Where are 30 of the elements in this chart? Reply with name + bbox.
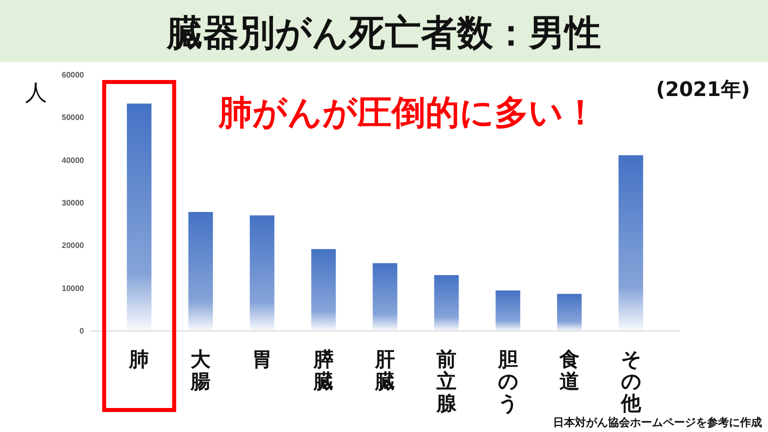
bar (496, 290, 520, 331)
bar (372, 263, 398, 331)
bar (434, 275, 459, 331)
text: 日本対がん協会ホームページを参考に作成 (553, 416, 762, 429)
x-tick-label: 前立腺 (435, 347, 458, 415)
y-tick-label: 50000 (62, 113, 85, 122)
x-tick-label: 食道 (558, 347, 580, 393)
bar (557, 294, 582, 331)
y-tick-label: 0 (80, 326, 85, 336)
annotation: (2021年) (656, 77, 750, 101)
y-tick-label: 40000 (62, 156, 85, 165)
x-tick-label: その他 (620, 347, 642, 415)
x-tick-label: 胆のう (496, 347, 518, 415)
y-tick-label: 20000 (62, 241, 85, 250)
x-tick-label: 膵臓 (312, 347, 334, 393)
bar (618, 155, 644, 331)
chart-title: 臓器別がん死亡者数：男性 (166, 13, 601, 54)
y-tick-label: 30000 (62, 198, 85, 208)
bar (188, 212, 213, 331)
x-tick-label: 胃 (252, 347, 272, 371)
y-tick-label: 60000 (62, 70, 85, 80)
bar (250, 215, 274, 331)
y-axis-title: 人 (25, 81, 47, 106)
y-tick-label: 10000 (62, 284, 85, 293)
x-tick-label: 肝臓 (374, 347, 395, 393)
x-tick-label: 大腸 (190, 347, 212, 393)
x-tick-label: 肺 (128, 347, 150, 371)
annotation: 肺がんが圧倒的に多い！ (218, 93, 598, 133)
bar (311, 249, 336, 331)
bar (126, 104, 152, 331)
